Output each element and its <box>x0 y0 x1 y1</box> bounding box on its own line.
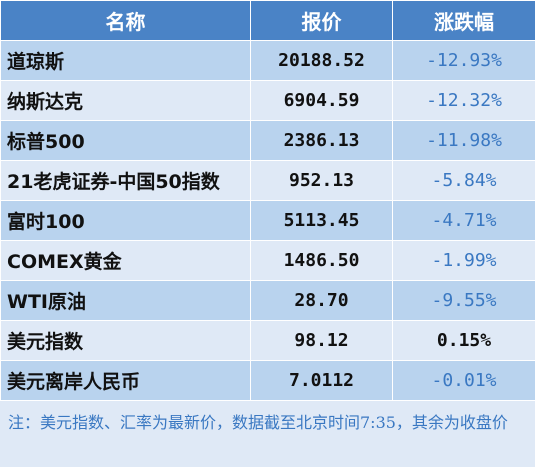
table-row: COMEX黄金 1486.50 -1.99% <box>0 240 535 281</box>
row-name: 道琼斯 <box>0 40 251 81</box>
table-row: 富时100 5113.45 -4.71% <box>0 200 535 241</box>
market-quotes-table: 名称 报价 涨跌幅 道琼斯 20188.52 -12.93% 纳斯达克 6904… <box>0 0 535 401</box>
footnote: 注：美元指数、汇率为最新价，数据截至北京时间7:35，其余为收盘价 <box>0 401 535 467</box>
row-price: 952.13 <box>250 160 393 201</box>
row-price: 7.0112 <box>250 360 393 401</box>
table-header: 名称 报价 涨跌幅 <box>0 0 535 41</box>
row-price: 2386.13 <box>250 120 393 161</box>
row-change: -1.99% <box>392 240 535 281</box>
table-row: 美元离岸人民币 7.0112 -0.01% <box>0 360 535 401</box>
table-row: 道琼斯 20188.52 -12.93% <box>0 40 535 81</box>
row-price: 1486.50 <box>250 240 393 281</box>
row-name: 标普500 <box>0 120 251 161</box>
row-name: COMEX黄金 <box>0 240 251 281</box>
table-row: 标普500 2386.13 -11.98% <box>0 120 535 161</box>
header-change: 涨跌幅 <box>392 0 535 41</box>
row-price: 6904.59 <box>250 80 393 121</box>
table-row: 美元指数 98.12 0.15% <box>0 320 535 361</box>
table-row: 21老虎证券-中国50指数 952.13 -5.84% <box>0 160 535 201</box>
table-body: 道琼斯 20188.52 -12.93% 纳斯达克 6904.59 -12.32… <box>0 40 535 401</box>
header-name: 名称 <box>0 0 251 41</box>
row-name: 纳斯达克 <box>0 80 251 121</box>
row-change: -12.32% <box>392 80 535 121</box>
header-price: 报价 <box>250 0 393 41</box>
row-name: 21老虎证券-中国50指数 <box>0 160 251 201</box>
row-name: 富时100 <box>0 200 251 241</box>
row-name: 美元离岸人民币 <box>0 360 251 401</box>
row-price: 5113.45 <box>250 200 393 241</box>
row-change: -4.71% <box>392 200 535 241</box>
row-change: -0.01% <box>392 360 535 401</box>
row-change: -9.55% <box>392 280 535 321</box>
header-row: 名称 报价 涨跌幅 <box>0 0 535 41</box>
row-price: 98.12 <box>250 320 393 361</box>
row-change: -5.84% <box>392 160 535 201</box>
table-row: 纳斯达克 6904.59 -12.32% <box>0 80 535 121</box>
row-change: 0.15% <box>392 320 535 361</box>
row-price: 28.70 <box>250 280 393 321</box>
row-price: 20188.52 <box>250 40 393 81</box>
table-row: WTI原油 28.70 -9.55% <box>0 280 535 321</box>
row-name: WTI原油 <box>0 280 251 321</box>
row-change: -11.98% <box>392 120 535 161</box>
row-name: 美元指数 <box>0 320 251 361</box>
row-change: -12.93% <box>392 40 535 81</box>
